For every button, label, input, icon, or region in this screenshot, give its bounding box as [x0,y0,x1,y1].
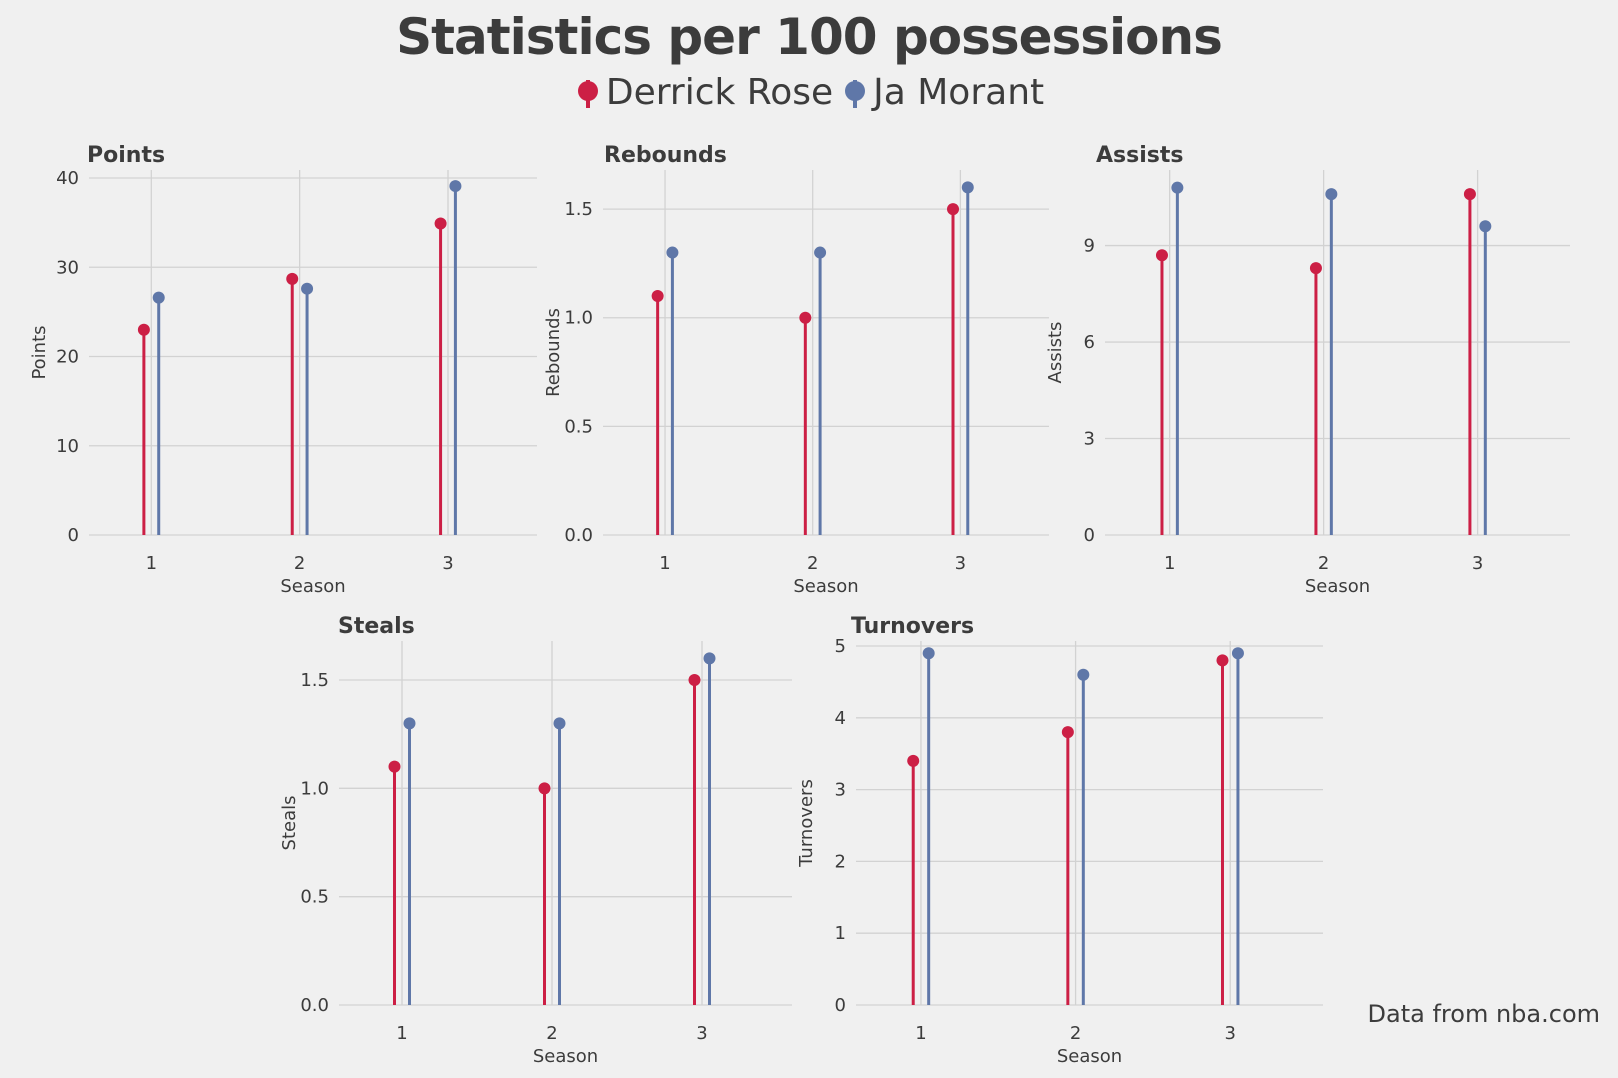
panel-title: Points [87,143,165,168]
point-derrick-rose [651,290,664,303]
x-tick-label: 2 [807,553,818,574]
point-ja-morant [1171,181,1184,194]
point-ja-morant [814,246,827,259]
point-derrick-rose [1155,249,1168,262]
y-tick-label: 10 [56,436,79,457]
x-tick-label: 3 [955,553,966,574]
point-derrick-rose [1463,188,1476,201]
y-tick-label: 40 [56,168,79,189]
x-tick-label: 2 [1070,1023,1081,1044]
point-derrick-rose [947,203,960,216]
x-tick-label: 1 [396,1023,407,1044]
point-derrick-rose [1309,262,1322,275]
point-derrick-rose [137,323,150,336]
x-axis-label: Season [793,576,858,597]
point-derrick-rose [688,674,701,686]
y-tick-label: 2 [835,851,846,872]
legend-label-ja-morant: Ja Morant [873,72,1045,113]
y-tick-label: 30 [56,257,79,278]
panel-title: Turnovers [851,614,974,639]
y-tick-label: 1.0 [564,308,593,329]
x-tick-label: 2 [294,553,305,574]
legend: Derrick Rose Ja Morant [0,72,1618,113]
x-tick-label: 2 [1318,553,1329,574]
x-tick-label: 1 [1164,553,1175,574]
legend-marker-ja-morant [845,79,866,108]
point-ja-morant [1231,647,1244,660]
source-note: Data from nba.com [1367,1000,1600,1028]
x-tick-label: 1 [915,1023,926,1044]
point-ja-morant [1077,668,1090,681]
point-ja-morant [301,282,314,295]
legend-item-ja-morant: Ja Morant [841,72,1044,113]
legend-label-derrick-rose: Derrick Rose [605,72,834,113]
point-derrick-rose [907,754,920,767]
point-derrick-rose [799,311,812,324]
x-tick-label: 3 [696,1023,707,1044]
y-tick-label: 3 [835,780,846,801]
point-ja-morant [703,652,716,665]
point-ja-morant [152,291,165,304]
x-tick-label: 3 [442,553,453,574]
x-tick-label: 3 [1472,553,1483,574]
y-tick-label: 0.5 [564,416,593,437]
chart-title: Statistics per 100 possessions [396,8,1223,66]
x-axis-label: Season [1057,1046,1122,1067]
y-tick-label: 1.5 [564,199,593,220]
legend-item-derrick-rose: Derrick Rose [574,72,833,113]
y-axis-label: Points [29,325,50,379]
point-derrick-rose [1216,654,1229,667]
y-tick-label: 3 [1084,429,1095,450]
point-derrick-rose [286,272,299,285]
point-ja-morant [1325,188,1338,201]
point-ja-morant [961,181,974,194]
y-axis-label: Assists [1045,322,1066,384]
y-tick-label: 6 [1084,332,1095,353]
point-ja-morant [1479,220,1492,233]
y-tick-label: 4 [835,708,846,729]
panel-title: Assists [1096,143,1183,168]
y-axis-label: Turnovers [796,779,817,868]
x-tick-label: 1 [659,553,670,574]
panel-title: Steals [338,614,415,639]
point-derrick-rose [434,217,447,230]
x-tick-label: 1 [146,553,157,574]
panel-title: Rebounds [604,143,727,168]
x-axis-label: Season [1305,576,1370,597]
point-ja-morant [666,246,679,259]
y-tick-label: 0.5 [300,887,329,908]
point-ja-morant [449,180,462,193]
x-axis-label: Season [533,1046,598,1067]
point-derrick-rose [388,760,401,773]
legend-marker-derrick-rose [577,79,598,108]
y-tick-label: 0.0 [300,995,329,1016]
x-tick-label: 2 [546,1023,557,1044]
point-derrick-rose [538,782,551,795]
point-ja-morant [403,717,416,730]
y-tick-label: 20 [56,347,79,368]
y-axis-label: Rebounds [543,308,564,397]
y-tick-label: 0 [1084,525,1095,546]
point-derrick-rose [1061,726,1074,739]
y-tick-label: 1 [835,923,846,944]
y-tick-label: 0.0 [564,525,593,546]
y-tick-label: 1.5 [300,670,329,691]
x-axis-label: Season [280,576,345,597]
y-tick-label: 9 [1084,236,1095,257]
y-tick-label: 1.0 [300,778,329,799]
x-tick-label: 3 [1224,1023,1235,1044]
point-ja-morant [922,647,935,660]
y-tick-label: 0 [835,995,846,1016]
y-axis-label: Steals [279,796,300,851]
y-tick-label: 0 [68,525,79,546]
point-ja-morant [553,717,566,730]
y-tick-label: 5 [835,636,846,657]
